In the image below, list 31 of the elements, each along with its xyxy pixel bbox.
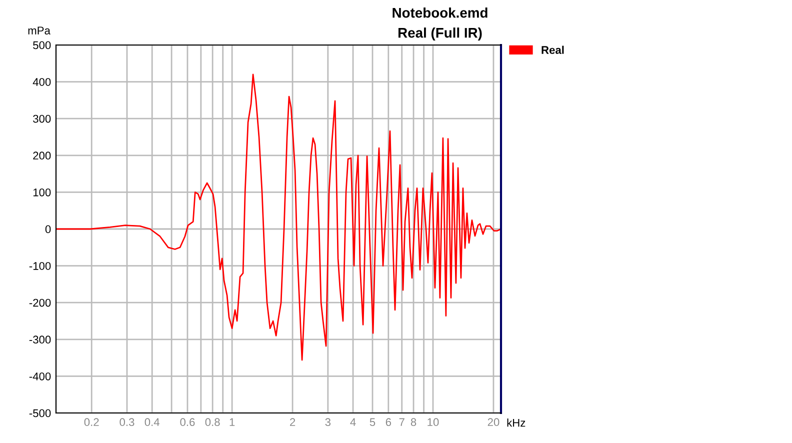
x-tick-label: 20 — [488, 418, 500, 426]
x-tick-label: 0.8 — [205, 418, 220, 426]
y-tick-label: -400 — [29, 372, 51, 380]
y-axis-title: mPa — [28, 26, 50, 34]
x-tick-label: 3 — [325, 418, 331, 426]
x-tick-label: 0.6 — [180, 418, 195, 426]
y-tick-label: -500 — [29, 409, 51, 418]
chart-subtitle: Real (Full IR) — [398, 28, 482, 40]
x-tick-label: 1 — [230, 418, 235, 426]
chart-title: Notebook.emd — [392, 8, 488, 18]
y-tick-label: -200 — [29, 298, 51, 307]
legend-label: Real — [542, 46, 564, 54]
x-tick-label: 0.3 — [120, 418, 134, 426]
y-tick-label: -300 — [29, 336, 51, 344]
x-tick-label: 0.4 — [144, 418, 160, 426]
y-tick-label: -100 — [29, 262, 51, 270]
y-tick-label: 100 — [33, 188, 51, 196]
x-tick-label: 8 — [410, 418, 416, 426]
x-tick-label: 4 — [350, 418, 356, 426]
x-tick-label: 6 — [386, 418, 392, 426]
y-tick-label: 200 — [33, 152, 51, 160]
x-tick-label: 10 — [428, 418, 439, 426]
y-tick-label: 500 — [33, 41, 51, 50]
y-tick-label: 300 — [33, 114, 51, 123]
y-tick-label: 0 — [45, 225, 51, 234]
x-tick-label: 0.2 — [84, 418, 99, 426]
x-tick-label: 5 — [370, 418, 376, 426]
x-tick-label: 2 — [290, 418, 296, 426]
x-axis-title: kHz — [507, 418, 526, 427]
y-tick-label: 400 — [32, 78, 51, 86]
x-tick-label: 7 — [399, 418, 404, 426]
